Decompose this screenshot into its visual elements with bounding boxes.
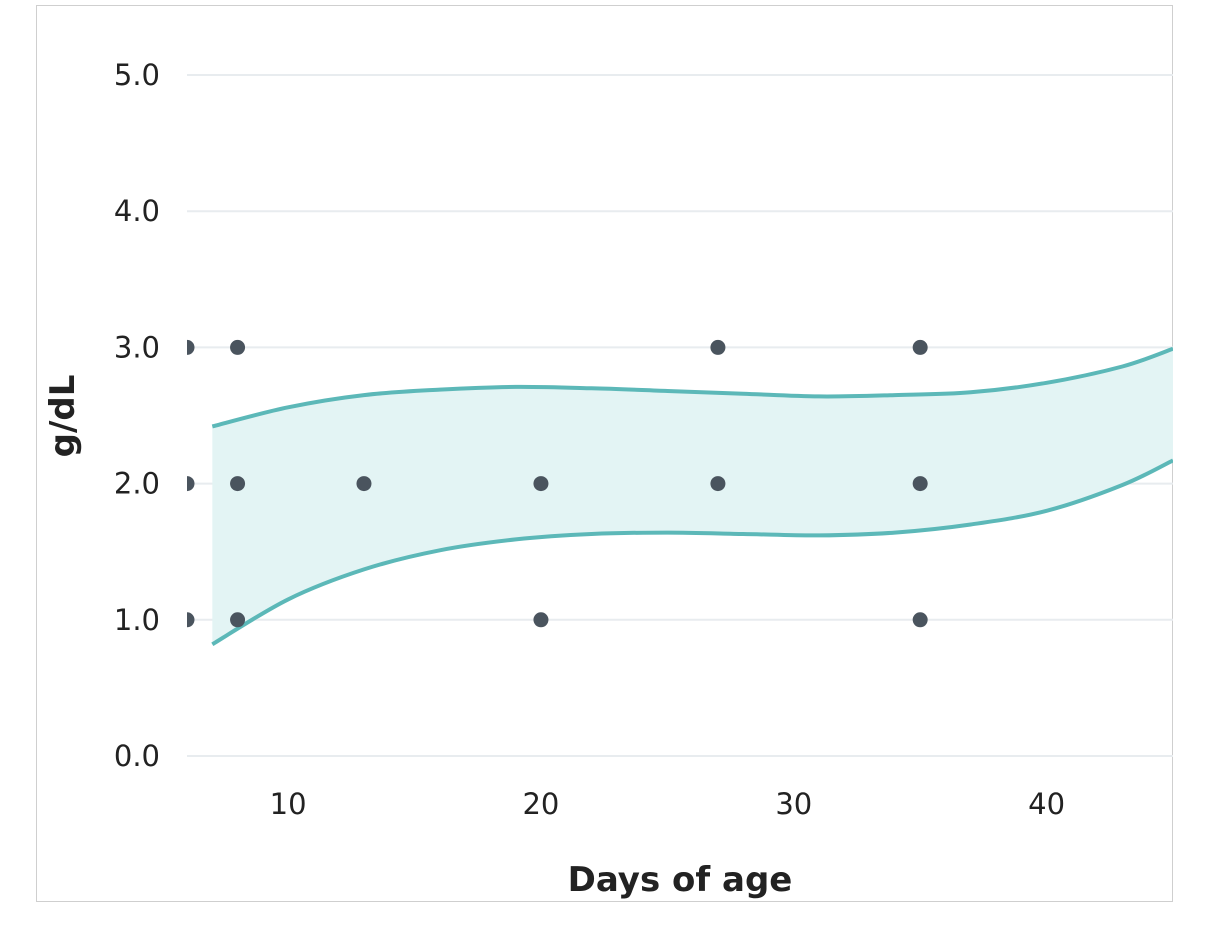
band-fill: [212, 348, 1173, 645]
band-upper-line: [211, 346, 1173, 429]
data-points: [187, 339, 928, 628]
y-tick-label: 3.0: [114, 330, 160, 364]
data-point: [533, 476, 549, 492]
data-point: [187, 476, 195, 492]
y-axis-title: g/dL: [43, 375, 83, 458]
x-axis-title: Days of age: [568, 860, 793, 900]
y-tick-label: 4.0: [114, 194, 160, 228]
x-tick-label: 40: [1028, 787, 1065, 821]
band: [211, 346, 1173, 647]
data-point: [356, 476, 372, 492]
data-point: [230, 476, 246, 492]
y-axis-ticks: 0.0 1.0 2.0 3.0 4.0 5.0: [114, 58, 160, 773]
data-point: [710, 476, 726, 492]
data-point: [533, 612, 549, 628]
x-tick-label: 30: [775, 787, 812, 821]
data-point: [187, 612, 195, 628]
data-point: [187, 339, 195, 355]
band-lower-line: [211, 458, 1173, 647]
data-point: [710, 339, 726, 355]
data-point: [912, 339, 928, 355]
x-tick-label: 10: [270, 787, 307, 821]
data-point: [230, 339, 246, 355]
y-tick-label: 5.0: [114, 58, 160, 92]
data-point: [230, 612, 246, 628]
x-tick-label: 20: [522, 787, 559, 821]
y-tick-label: 2.0: [114, 467, 160, 501]
data-point: [912, 612, 928, 628]
data-point: [912, 476, 928, 492]
x-axis-ticks: 10 20 30 40: [270, 787, 1065, 821]
y-tick-label: 0.0: [114, 739, 160, 773]
y-tick-label: 1.0: [114, 603, 160, 637]
